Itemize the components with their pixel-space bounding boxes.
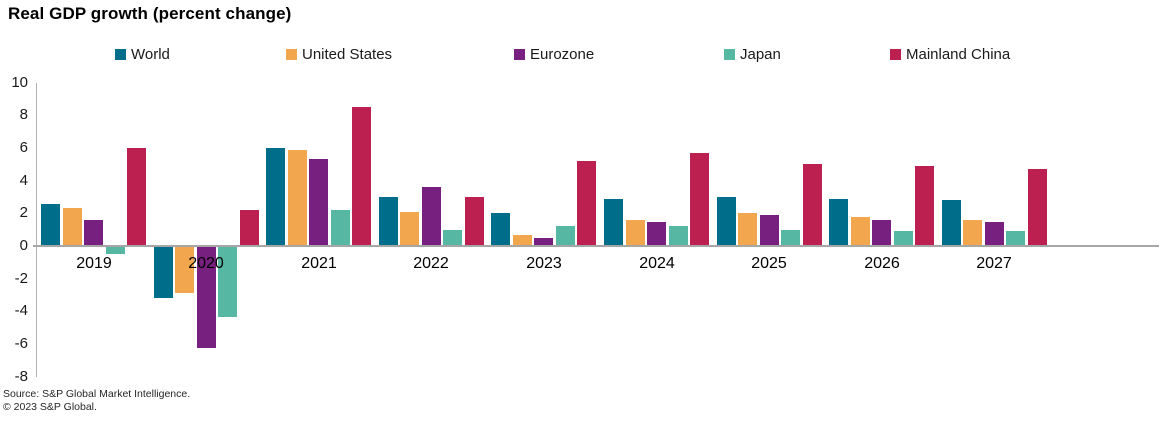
y-axis-tick-label: 2 <box>19 204 28 221</box>
x-axis-label-2020: 2020 <box>188 255 224 272</box>
x-axis-label-2027: 2027 <box>976 255 1012 272</box>
bar-mainland-china-2027 <box>1028 169 1047 246</box>
x-axis-label-2023: 2023 <box>526 255 562 272</box>
bar-eurozone-2021 <box>309 159 328 246</box>
legend-item-world: World <box>115 46 170 63</box>
bar-world-2023 <box>491 213 510 246</box>
x-axis-label-2025: 2025 <box>751 255 787 272</box>
bar-eurozone-2027 <box>985 222 1004 246</box>
bar-united-states-2023 <box>513 235 532 246</box>
legend-item-japan: Japan <box>724 46 781 63</box>
bar-mainland-china-2024 <box>690 153 709 246</box>
copyright-note: © 2023 S&P Global. <box>3 400 97 413</box>
bar-world-2027 <box>942 200 961 246</box>
bar-united-states-2024 <box>626 220 645 246</box>
bar-united-states-2025 <box>738 213 757 246</box>
legend-swatch-united-states <box>286 49 297 60</box>
y-axis-tick-label: -4 <box>14 302 28 319</box>
bar-mainland-china-2022 <box>465 197 484 246</box>
y-axis-tick-label: 10 <box>11 74 28 91</box>
legend-item-mainland-china: Mainland China <box>890 46 1010 63</box>
bar-mainland-china-2021 <box>352 107 371 246</box>
legend-label: Eurozone <box>530 46 595 63</box>
bar-japan-2026 <box>894 231 913 246</box>
bar-eurozone-2020 <box>197 247 216 348</box>
source-note: Source: S&P Global Market Intelligence. <box>3 388 191 400</box>
legend-item-eurozone: Eurozone <box>514 46 594 63</box>
bar-mainland-china-2025 <box>803 164 822 246</box>
bar-eurozone-2026 <box>872 220 891 246</box>
bar-japan-2022 <box>443 230 462 246</box>
bar-eurozone-2019 <box>84 220 103 246</box>
y-axis-tick-label: -8 <box>14 368 28 385</box>
y-axis-tick-label: -6 <box>14 335 28 352</box>
legend-swatch-japan <box>724 49 735 60</box>
x-axis-label-2021: 2021 <box>301 255 337 272</box>
legend-label: Japan <box>740 46 781 63</box>
bar-united-states-2026 <box>851 217 870 246</box>
bar-japan-2019 <box>106 247 125 254</box>
bar-japan-2021 <box>331 210 350 246</box>
bar-japan-2027 <box>1006 231 1025 246</box>
chart-footer: Source: S&P Global Market Intelligence. … <box>3 388 190 413</box>
legend-label: United States <box>302 46 393 63</box>
bar-mainland-china-2026 <box>915 166 934 246</box>
bar-mainland-china-2020 <box>240 210 259 246</box>
bar-mainland-china-2019 <box>127 148 146 246</box>
bar-united-states-2022 <box>400 212 419 246</box>
bar-eurozone-2022 <box>422 187 441 246</box>
bar-eurozone-2024 <box>647 222 666 246</box>
bar-japan-2023 <box>556 226 575 246</box>
bar-japan-2025 <box>781 230 800 246</box>
x-axis-label-2024: 2024 <box>639 255 675 272</box>
bar-united-states-2021 <box>288 150 307 246</box>
bar-world-2024 <box>604 199 623 246</box>
y-axis-tick-label: 6 <box>19 139 28 156</box>
bar-japan-2020 <box>218 247 237 317</box>
x-axis-label-2019: 2019 <box>76 255 112 272</box>
bar-eurozone-2023 <box>534 238 553 246</box>
legend-label: World <box>131 46 170 63</box>
bar-world-2021 <box>266 148 285 246</box>
y-axis-tick-label: 8 <box>19 106 28 123</box>
legend-swatch-eurozone <box>514 49 525 60</box>
bar-world-2025 <box>717 197 736 246</box>
bar-united-states-2020 <box>175 247 194 293</box>
bar-japan-2024 <box>669 226 688 246</box>
bar-world-2026 <box>829 199 848 246</box>
legend-item-united-states: United States <box>286 46 392 63</box>
bar-united-states-2027 <box>963 220 982 246</box>
x-axis-baseline <box>33 245 1159 247</box>
bar-eurozone-2025 <box>760 215 779 246</box>
bar-united-states-2019 <box>63 208 82 246</box>
x-axis-label-2026: 2026 <box>864 255 900 272</box>
y-axis-tick-label: -2 <box>14 270 28 287</box>
bar-world-2020 <box>154 247 173 298</box>
bar-world-2022 <box>379 197 398 246</box>
bar-world-2019 <box>41 204 60 246</box>
legend-swatch-mainland-china <box>890 49 901 60</box>
x-axis-label-2022: 2022 <box>413 255 449 272</box>
y-axis-tick-label: 0 <box>19 237 28 254</box>
bar-mainland-china-2023 <box>577 161 596 246</box>
y-axis-tick-label: 4 <box>19 172 28 189</box>
legend-swatch-world <box>115 49 126 60</box>
legend-label: Mainland China <box>906 46 1011 63</box>
chart-legend: World United States Eurozone Japan Mainland … <box>0 46 1161 66</box>
chart-title: Real GDP growth (percent change) <box>8 4 292 23</box>
y-axis-line <box>36 83 37 377</box>
